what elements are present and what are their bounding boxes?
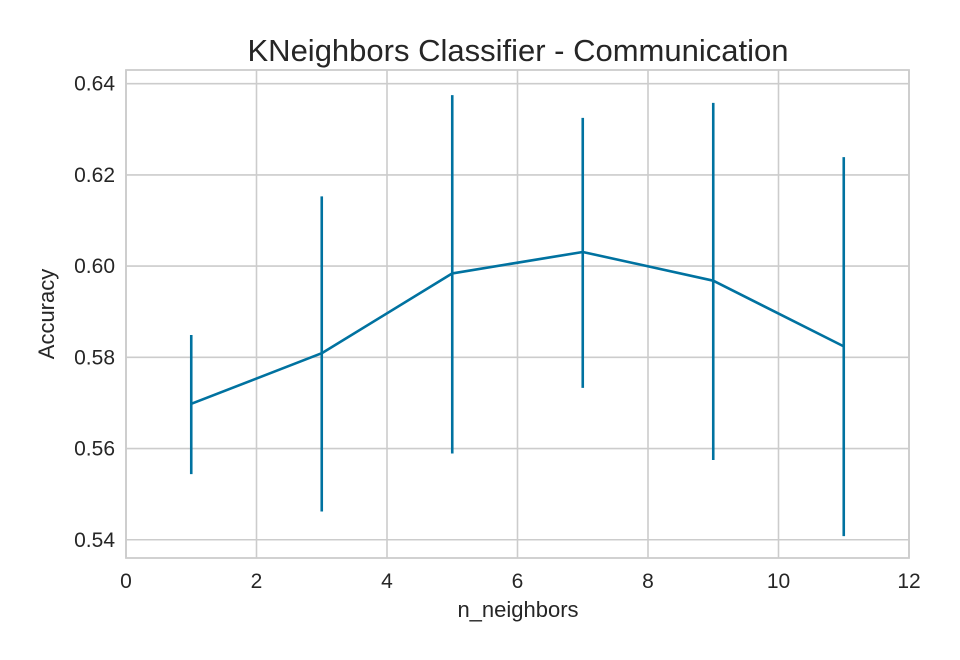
y-tick-label: 0.60 (74, 255, 115, 278)
y-tick-label: 0.58 (74, 346, 115, 369)
plot-frame (125, 69, 910, 559)
x-tick-label: 0 (120, 570, 132, 593)
x-tick-label: 12 (897, 570, 920, 593)
tick-labels: 0 2 4 6 8 10 12 0.54 0.56 0.58 0.60 0.62 0.64 (74, 73, 921, 593)
data-marks (189, 95, 846, 537)
x-tick-label: 6 (512, 570, 524, 593)
y-tick-label: 0.56 (74, 438, 115, 461)
accuracy-line (190, 250, 845, 406)
x-axis-label: n_neighbors (457, 597, 578, 622)
x-tick-label: 4 (381, 570, 393, 593)
y-axis-label: Accuracy (34, 269, 59, 359)
y-tick-label: 0.62 (74, 164, 115, 187)
x-tick-label: 8 (642, 570, 654, 593)
x-tick-label: 10 (767, 570, 790, 593)
y-tick-label: 0.64 (74, 73, 115, 96)
x-tick-label: 2 (251, 570, 263, 593)
chart-title: KNeighbors Classifier - Communication (248, 33, 789, 68)
y-tick-label: 0.54 (74, 529, 115, 552)
